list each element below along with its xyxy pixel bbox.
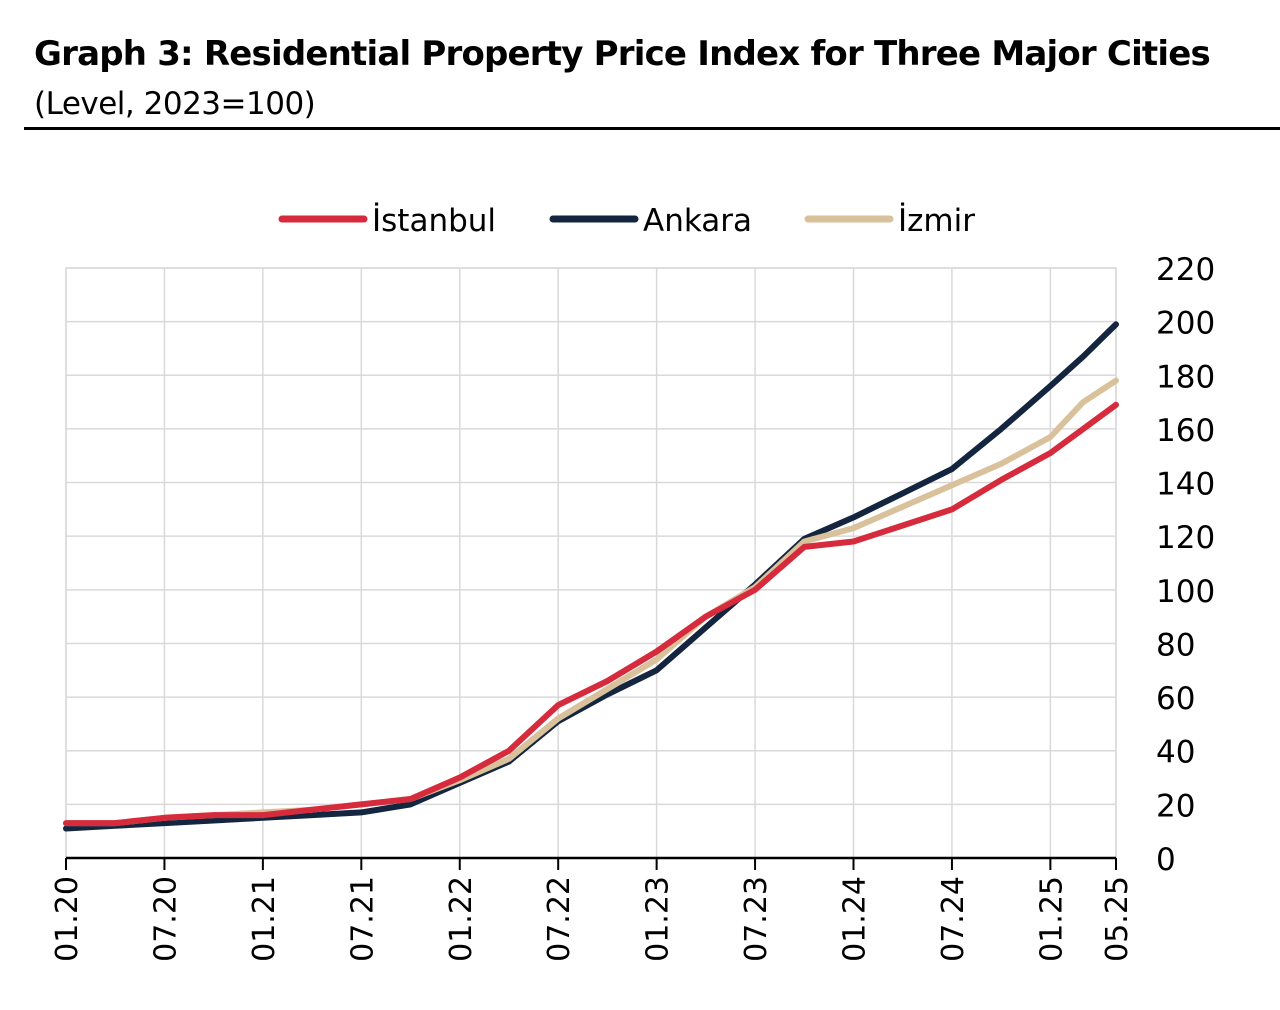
x-tick-label: 01.24: [838, 876, 873, 962]
x-tick-label: 07.23: [739, 876, 774, 962]
legend-label: İzmir: [898, 203, 975, 239]
y-tick-label: 60: [1156, 681, 1195, 717]
chart-grid: [65, 267, 1117, 859]
y-tick-label: 200: [1156, 306, 1215, 342]
x-tick-label: 01.21: [247, 876, 282, 962]
y-tick-label: 180: [1156, 359, 1215, 395]
series-line-izmir: [63, 377, 1119, 827]
x-tick-label: 01.25: [1034, 876, 1069, 962]
x-tick-label: 01.20: [50, 876, 85, 962]
chart-title: Graph 3: Residential Property Price Inde…: [34, 34, 1211, 74]
y-tick-label: 160: [1156, 413, 1215, 449]
y-tick-label: 40: [1156, 735, 1195, 771]
chart-axes: [65, 856, 1117, 870]
x-tick-label: 01.23: [641, 876, 676, 962]
y-tick-label: 220: [1156, 252, 1215, 288]
legend-item-istanbul: İstanbul: [278, 203, 496, 239]
y-tick-label: 20: [1156, 788, 1195, 824]
x-tick-label: 05.25: [1100, 876, 1135, 962]
x-tick-label: 07.24: [936, 876, 971, 962]
x-axis-tick-labels: 01.20 07.20 01.21 07.21 01.22 07.22 01.23 07.23…: [50, 876, 1135, 962]
series-line-ankara: [63, 321, 1119, 832]
legend-item-izmir: İzmir: [804, 203, 975, 239]
series-line-istanbul: [63, 401, 1119, 827]
legend-label: İstanbul: [372, 203, 496, 239]
legend-item-ankara: Ankara: [549, 203, 752, 239]
y-axis-tick-labels: 0 20 40 60 80 100 120 140 160 180 200 220: [1156, 252, 1215, 878]
x-tick-label: 07.20: [148, 876, 183, 962]
chart-series: [63, 321, 1119, 832]
chart-legend: İstanbul Ankara İzmir: [278, 203, 975, 239]
plot-frame: [65, 267, 1117, 859]
chart-subtitle: (Level, 2023=100): [34, 86, 316, 122]
y-tick-label: 80: [1156, 627, 1195, 663]
x-tick-label: 01.22: [444, 876, 479, 962]
x-tick-label: 07.21: [345, 876, 380, 962]
y-tick-label: 0: [1156, 842, 1176, 878]
title-divider: [24, 127, 1280, 130]
y-tick-label: 140: [1156, 467, 1215, 503]
y-tick-label: 100: [1156, 574, 1215, 610]
x-tick-label: 07.22: [542, 876, 577, 962]
y-tick-label: 120: [1156, 520, 1215, 556]
legend-label: Ankara: [643, 203, 752, 239]
